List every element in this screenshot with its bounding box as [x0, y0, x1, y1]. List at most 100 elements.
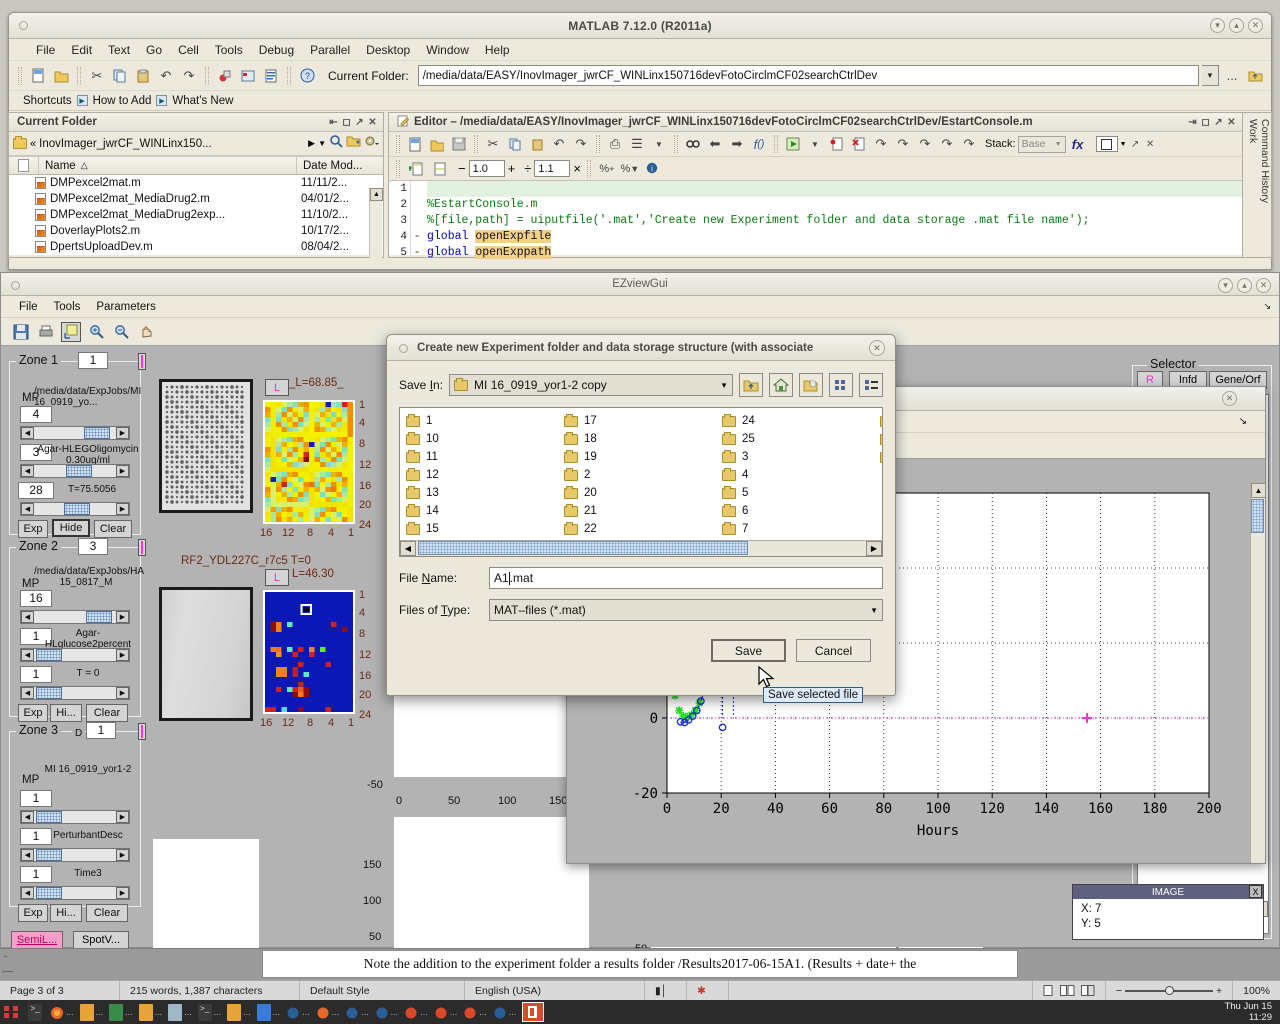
- multiply-icon[interactable]: ×: [573, 161, 581, 176]
- list-item[interactable]: 10: [400, 430, 550, 448]
- menu-parallel[interactable]: Parallel: [310, 42, 351, 57]
- matlab-icon-2[interactable]: [345, 1004, 359, 1021]
- firefox-icon[interactable]: [50, 1004, 64, 1021]
- list-item[interactable]: 14: [400, 502, 550, 520]
- slider-right-arrow-icon[interactable]: ▶: [116, 503, 129, 515]
- folder-browser-list[interactable]: 1 10 11 12 13 14 15 16 17 18 19 2 20 21 …: [399, 407, 883, 557]
- undock-editor-icon[interactable]: ↗: [1214, 116, 1223, 128]
- list-item[interactable]: 20: [558, 484, 708, 502]
- taskbar-clock[interactable]: Thu Jun 15 11:29: [1224, 1001, 1272, 1023]
- save-in-combo[interactable]: MI 16_0919_yor1-2 copy ▼: [449, 374, 733, 396]
- spotview-button[interactable]: SpotV...: [73, 931, 129, 949]
- zoom-in-icon[interactable]: +: [1216, 984, 1223, 997]
- zone-3-slider-1[interactable]: ◀ ▶: [20, 810, 130, 824]
- fx-icon[interactable]: fx: [1071, 136, 1084, 152]
- menu-desktop[interactable]: Desktop: [366, 42, 411, 57]
- insert-cell-icon[interactable]: [406, 159, 426, 179]
- step-icon[interactable]: ↷: [875, 136, 887, 151]
- home-icon[interactable]: [769, 373, 793, 397]
- list-item[interactable]: [874, 430, 882, 448]
- open-file-icon[interactable]: [51, 66, 71, 86]
- zone-2-hide-button[interactable]: Hi...: [50, 704, 82, 722]
- close-icon[interactable]: ✕: [869, 340, 885, 356]
- menu-file[interactable]: File: [36, 42, 56, 57]
- cell-grip-2[interactable]: [586, 159, 591, 178]
- list-item[interactable]: 21: [558, 502, 708, 520]
- ezview-menu-tools[interactable]: Tools: [53, 300, 81, 313]
- folder-list-hscrollbar[interactable]: ◀ ▶: [400, 540, 882, 556]
- step-out-icon[interactable]: ↷: [919, 136, 931, 151]
- zone-3-slider-3[interactable]: ◀ ▶: [20, 886, 130, 900]
- zone-3-index[interactable]: 1: [86, 722, 116, 739]
- layout-dropdown-icon[interactable]: ▼: [1119, 140, 1127, 148]
- paste-icon[interactable]: [133, 66, 153, 86]
- scroll-left-icon[interactable]: ◀: [400, 541, 416, 556]
- document-icon[interactable]: [256, 1003, 271, 1021]
- date-column-header[interactable]: Date Mod...: [303, 159, 363, 172]
- list-item[interactable]: 12: [400, 466, 550, 484]
- paste-icon[interactable]: [527, 134, 547, 154]
- cell-divide-value[interactable]: 1.1: [534, 160, 571, 177]
- up-one-level-icon[interactable]: [1245, 66, 1265, 86]
- menu-overflow-icon[interactable]: ↘: [1238, 416, 1247, 427]
- zoom-level[interactable]: 100%: [1243, 984, 1270, 997]
- editor-grip-3[interactable]: [596, 135, 600, 153]
- minimize-icon[interactable]: ▾: [1210, 18, 1225, 33]
- terminal-icon[interactable]: >_: [28, 1003, 42, 1021]
- zone-1-index[interactable]: 1: [78, 352, 108, 369]
- dock-right-icon[interactable]: ⇥: [1188, 116, 1197, 128]
- list-item[interactable]: 11: [400, 448, 550, 466]
- semilog-button[interactable]: SemiL...: [11, 931, 63, 949]
- info-icon[interactable]: i: [643, 159, 663, 179]
- slider-right-arrow-icon[interactable]: ▶: [116, 849, 129, 861]
- maximize-icon[interactable]: ▴: [1237, 278, 1252, 293]
- active-window-icon[interactable]: [522, 1002, 545, 1022]
- search-icon[interactable]: [329, 134, 343, 153]
- redo-icon[interactable]: ↷: [575, 136, 587, 151]
- close-icon[interactable]: ✕: [1222, 391, 1237, 406]
- zone-2-value-1[interactable]: 16: [20, 590, 52, 607]
- close-icon[interactable]: ✕: [1256, 278, 1271, 293]
- cancel-button[interactable]: Cancel: [796, 639, 871, 662]
- editor-toolbar-grip[interactable]: [396, 135, 400, 153]
- matlab-icon-4[interactable]: [404, 1004, 418, 1021]
- zoom-out-icon[interactable]: −: [1115, 984, 1122, 997]
- exit-debug-icon[interactable]: ↷: [963, 136, 975, 151]
- command-history-tab[interactable]: Command History: [1259, 119, 1271, 204]
- divide-icon[interactable]: ÷: [524, 161, 532, 176]
- matlab-icon-7[interactable]: [493, 1004, 507, 1021]
- zone-1-hide-button[interactable]: Hide: [52, 519, 90, 537]
- dock-left-icon[interactable]: ⇤: [329, 116, 338, 128]
- run-icon[interactable]: [783, 134, 803, 154]
- slider-left-arrow-icon[interactable]: ◀: [21, 887, 34, 899]
- close-editor-icon[interactable]: ✕: [1227, 116, 1236, 128]
- table-row[interactable]: DoverlayPlots2.m 10/17/2...: [9, 223, 383, 239]
- open-script-icon[interactable]: [427, 134, 447, 154]
- zone-1-exp-button[interactable]: Exp: [18, 520, 48, 538]
- zone-1-value-1[interactable]: 4: [20, 406, 52, 423]
- slider-left-arrow-icon[interactable]: ◀: [21, 611, 34, 623]
- list-item[interactable]: 2: [558, 466, 708, 484]
- slider-left-arrow-icon[interactable]: ◀: [21, 811, 34, 823]
- writer-icon-3[interactable]: [227, 1003, 242, 1021]
- toolbar-grip-2[interactable]: [77, 66, 81, 85]
- list-item[interactable]: 7: [716, 520, 866, 538]
- cell-toolbar-grip[interactable]: [396, 159, 400, 178]
- zoom-knob[interactable]: [1165, 985, 1174, 995]
- chevron-down-icon[interactable]: ▼: [655, 139, 663, 149]
- zone-1-slider-2[interactable]: ◀ ▶: [20, 464, 130, 478]
- new-script-icon[interactable]: [405, 134, 425, 154]
- window-menu-dot-icon[interactable]: [399, 344, 408, 353]
- function-browser-icon[interactable]: f(): [753, 136, 765, 152]
- guide-icon[interactable]: [238, 66, 258, 86]
- editor-grip-5[interactable]: [774, 135, 778, 153]
- heatmap-1[interactable]: [263, 400, 355, 524]
- print-preview-icon[interactable]: ☰: [631, 136, 643, 151]
- minimize-icon[interactable]: ▾: [1218, 278, 1233, 293]
- print-figure-icon[interactable]: [36, 322, 56, 342]
- copy-icon[interactable]: [110, 66, 130, 86]
- continue-icon[interactable]: ↷: [941, 136, 953, 151]
- plate-photo-1[interactable]: [159, 379, 253, 513]
- slider-right-arrow-icon[interactable]: ▶: [116, 811, 129, 823]
- file-list-scrollbar[interactable]: ▲: [369, 188, 383, 258]
